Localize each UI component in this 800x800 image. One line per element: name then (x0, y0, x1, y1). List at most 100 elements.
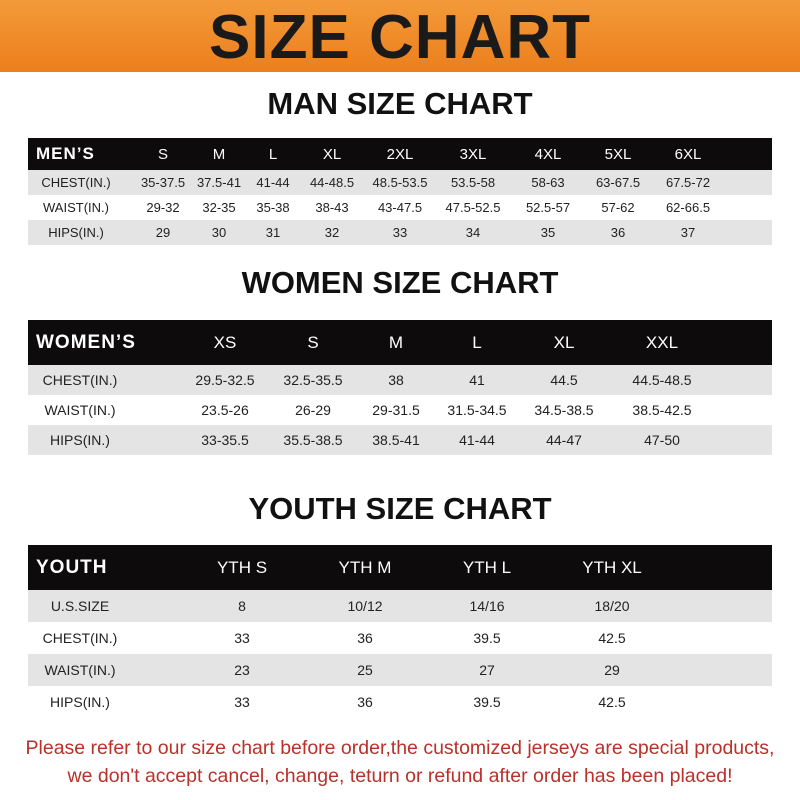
value-cell: 26-29 (295, 402, 331, 418)
size-header-cell: 3XL (459, 145, 487, 163)
value-cell: 33 (234, 694, 250, 710)
value-cell: 38-43 (315, 200, 349, 215)
notice-line-2: we don't accept cancel, change, teturn o… (67, 765, 733, 787)
value-cell: 44.5 (550, 372, 578, 388)
value-cell: 8 (238, 598, 246, 614)
measure-label-cell: WAIST(IN.) (44, 402, 116, 418)
value-cell: 29 (155, 225, 171, 240)
value-cell: 44-48.5 (309, 175, 355, 190)
value-cell: 62-66.5 (665, 200, 711, 215)
value-cell: 38.5-41 (372, 432, 420, 448)
value-cell: 29-31.5 (372, 402, 420, 418)
value-cell: 37 (680, 225, 696, 240)
youth-size-table: YOUTH YTH S YTH M YTH L YTH XL U.S.SIZE 8 10/12… (28, 545, 772, 718)
value-cell: 34 (465, 225, 481, 240)
value-cell: 67.5-72 (665, 175, 711, 190)
measure-label-cell: CHEST(IN.) (42, 630, 118, 646)
measure-label-cell: CHEST(IN.) (41, 175, 111, 190)
size-header-cell: XXL (645, 332, 679, 352)
table-title-cell: MEN’S (36, 144, 95, 163)
size-header-cell: 2XL (386, 145, 414, 163)
value-cell: 41-44 (256, 175, 290, 190)
value-cell: 35-37.5 (140, 175, 186, 190)
value-cell: 44.5-48.5 (632, 372, 692, 388)
value-cell: 47.5-52.5 (445, 200, 501, 215)
value-cell: 32.5-35.5 (283, 372, 343, 388)
measure-label-cell: HIPS(IN.) (50, 432, 110, 448)
value-cell: 30 (211, 225, 227, 240)
value-cell: 39.5 (473, 694, 501, 710)
value-cell: 10/12 (347, 598, 383, 614)
value-cell: 36 (610, 225, 626, 240)
table-title-cell: WOMEN’S (36, 331, 136, 353)
notice-line-1: Please refer to our size chart before or… (25, 737, 775, 759)
size-header-cell: XS (213, 332, 237, 352)
measure-label-cell: HIPS(IN.) (50, 694, 110, 710)
value-cell: 42.5 (598, 694, 626, 710)
value-cell: 44-47 (546, 432, 582, 448)
size-header-cell: 4XL (534, 145, 562, 163)
size-header-cell: L (472, 332, 482, 352)
value-cell: 37.5-41 (196, 175, 242, 190)
value-cell: 33-35.5 (201, 432, 249, 448)
measure-label-cell: HIPS(IN.) (48, 225, 104, 240)
value-cell: 33 (392, 225, 408, 240)
value-cell: 33 (234, 630, 250, 646)
table-row: U.S.SIZE 8 10/12 14/16 18/20 (28, 590, 772, 622)
value-cell: 34.5-38.5 (534, 402, 594, 418)
value-cell: 47-50 (644, 432, 680, 448)
table-header-row: WOMEN’S XS S M L XL XXL (28, 320, 772, 365)
measure-label-cell: WAIST(IN.) (43, 200, 109, 215)
value-cell: 18/20 (594, 598, 630, 614)
size-header-cell: XL (553, 332, 575, 352)
value-cell: 25 (357, 662, 373, 678)
value-cell: 35.5-38.5 (283, 432, 343, 448)
value-cell: 53.5-58 (450, 175, 496, 190)
men-size-table: MEN’S S M L XL 2XL 3XL 4XL 5XL 6XL CHEST(IN.) 35-37… (28, 138, 772, 245)
value-cell: 57-62 (601, 200, 635, 215)
size-header-cell: XL (322, 145, 342, 163)
value-cell: 58-63 (531, 175, 565, 190)
value-cell: 31 (265, 225, 281, 240)
size-header-cell: YTH S (216, 557, 268, 577)
value-cell: 36 (357, 630, 373, 646)
table-header-row: MEN’S S M L XL 2XL 3XL 4XL 5XL 6XL (28, 138, 772, 170)
value-cell: 32 (324, 225, 340, 240)
value-cell: 38 (388, 372, 404, 388)
value-cell: 39.5 (473, 630, 501, 646)
table-row: WAIST(IN.) 23 25 27 29 (28, 654, 772, 686)
banner: SIZE CHART (0, 0, 800, 72)
measure-label-cell: CHEST(IN.) (42, 372, 118, 388)
value-cell: 41 (469, 372, 485, 388)
size-header-cell: 5XL (604, 145, 632, 163)
value-cell: 35-38 (256, 200, 290, 215)
value-cell: 27 (479, 662, 495, 678)
size-header-cell: YTH M (338, 557, 392, 577)
women-size-table: WOMEN’S XS S M L XL XXL CHEST(IN.) 29.5-32.5 32.5… (28, 320, 772, 455)
table-row: WAIST(IN.) 23.5-26 26-29 29-31.5 31.5-34.5 34… (28, 395, 772, 425)
table-row: WAIST(IN.) 29-32 32-35 35-38 38-43 43-47.5 47.… (28, 195, 772, 220)
value-cell: 14/16 (469, 598, 505, 614)
value-cell: 43-47.5 (377, 200, 423, 215)
size-header-cell: L (268, 145, 278, 163)
size-header-cell: 6XL (674, 145, 702, 163)
banner-title: SIZE CHART (209, 3, 591, 72)
value-cell: 23.5-26 (201, 402, 249, 418)
size-header-cell: S (307, 332, 319, 352)
table-row: CHEST(IN.) 35-37.5 37.5-41 41-44 44-48.5 48.5… (28, 170, 772, 195)
measure-label-cell: U.S.SIZE (50, 598, 110, 614)
size-header-cell: YTH L (462, 557, 512, 577)
size-header-cell: M (388, 332, 404, 352)
value-cell: 36 (357, 694, 373, 710)
table-row: CHEST(IN.) 33 36 39.5 42.5 (28, 622, 772, 654)
table-header-row: YOUTH YTH S YTH M YTH L YTH XL (28, 545, 772, 590)
value-cell: 23 (234, 662, 250, 678)
value-cell: 29 (604, 662, 620, 678)
value-cell: 29-32 (146, 200, 180, 215)
measure-label-cell: WAIST(IN.) (44, 662, 116, 678)
women-section-title: WOMEN SIZE CHART (241, 265, 559, 300)
size-header-cell: YTH XL (582, 557, 642, 577)
table-row: CHEST(IN.) 29.5-32.5 32.5-35.5 38 41 44.5 44.5… (28, 365, 772, 395)
size-header-cell: S (157, 145, 169, 163)
size-header-cell: M (212, 145, 226, 163)
